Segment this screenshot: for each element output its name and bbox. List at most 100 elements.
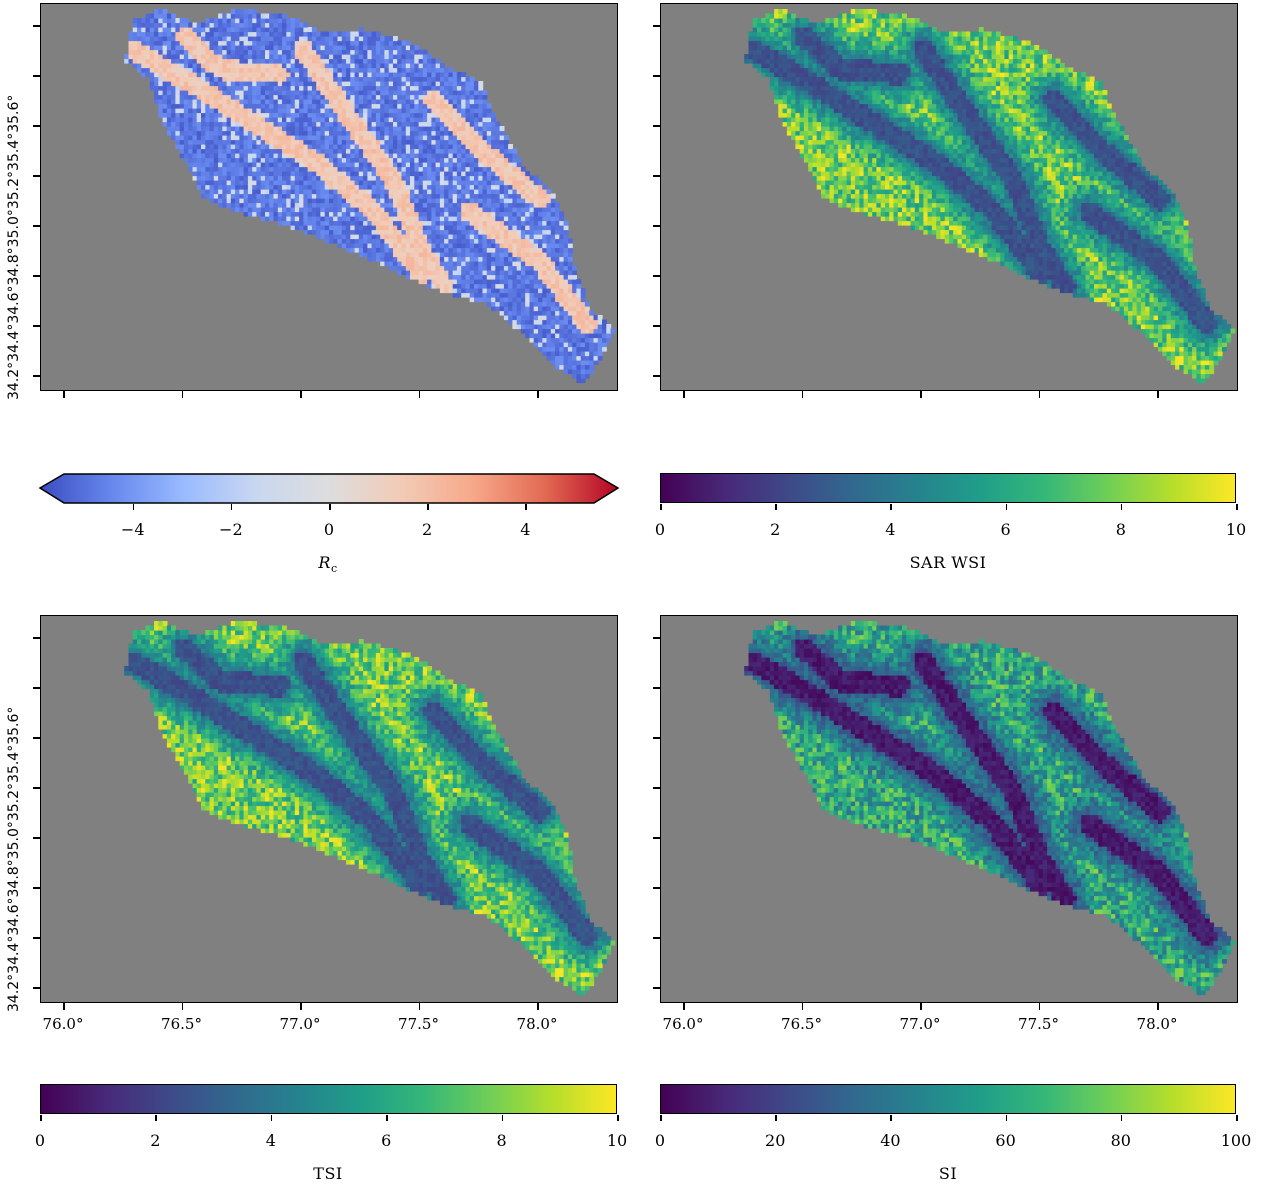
colorbar-tick (525, 504, 527, 510)
lat-tick (653, 937, 660, 939)
colorbar-tick-label: 6 (1000, 520, 1011, 539)
lon-tick (1157, 1003, 1159, 1010)
lon-tick (801, 1003, 803, 1010)
lon-tick (537, 1003, 539, 1010)
colorbar-tick (501, 1115, 504, 1121)
lat-tick (653, 225, 660, 227)
lat-tick (33, 837, 40, 839)
lon-label: 78.0° (516, 1015, 558, 1033)
colorbar-tick-label: 0 (323, 520, 335, 539)
lat-tick (653, 787, 660, 789)
rc-map (124, 9, 616, 384)
lat-tick (33, 737, 40, 739)
colorbar-title-sar-wsi: SAR WSI (909, 553, 987, 572)
lon-label: 76.0° (42, 1015, 84, 1033)
colorbar-si (660, 1084, 1236, 1114)
lat-tick (33, 25, 40, 27)
colorbar-tick-label: −4 (120, 520, 145, 539)
colorbar-tick (427, 504, 429, 510)
colorbar-rc (38, 473, 620, 504)
lat-tick (653, 275, 660, 277)
lon-label: 77.5° (1018, 1015, 1059, 1033)
colorbar-tick (1120, 1115, 1123, 1121)
lat-tick (653, 75, 660, 77)
colorbar-tick-label: 0 (654, 520, 666, 539)
lon-label: 76.5° (781, 1015, 822, 1033)
colorbar-tick-label: 2 (770, 520, 781, 539)
lat-tick (653, 375, 660, 377)
colorbar-tick (270, 1115, 273, 1121)
lon-tick (300, 391, 302, 398)
lat-labels-top: 34.2°34.4°34.6°34.8°35.0°35.2°35.4°35.6° (6, 94, 22, 400)
lat-labels-bottom: 34.2°34.4°34.6°34.8°35.0°35.2°35.4°35.6° (6, 706, 22, 1012)
lat-tick (653, 175, 660, 177)
colorbar-tick (155, 1115, 157, 1121)
colorbar-tick-label: 80 (1110, 1131, 1131, 1150)
lon-label: 77.0° (899, 1015, 941, 1033)
lon-label: 77.0° (279, 1015, 321, 1033)
colorbar-tick (1236, 504, 1238, 510)
colorbar-tick-label: −2 (219, 520, 243, 539)
lon-tick (418, 391, 420, 398)
colorbar-title-tsi: TSI (313, 1164, 343, 1183)
lat-tick (33, 325, 40, 327)
lat-tick (33, 887, 40, 889)
colorbar-tick (775, 1115, 777, 1121)
lat-tick (33, 275, 40, 277)
lon-tick (537, 391, 539, 398)
colorbar-tick (329, 504, 331, 510)
colorbar-tick (660, 504, 662, 510)
colorbar-tsi (40, 1084, 617, 1114)
colorbar-tick-label: 20 (765, 1131, 786, 1150)
lon-tick (418, 1003, 420, 1010)
colorbar-tick (890, 1115, 892, 1121)
lon-label: 76.0° (662, 1015, 704, 1033)
colorbar-tick (1005, 1115, 1008, 1121)
colorbar-tick (1005, 504, 1008, 510)
lat-tick (33, 937, 40, 939)
colorbar-tick-label: 2 (150, 1131, 161, 1150)
colorbar-sar-wsi (660, 473, 1236, 503)
lat-tick (33, 375, 40, 377)
lon-tick (801, 391, 803, 398)
colorbar-title-rc: Rc (318, 553, 338, 576)
rc-colorbar-body (38, 473, 620, 504)
lon-tick (63, 391, 65, 398)
colorbar-tick-label: 60 (995, 1131, 1016, 1150)
lat-tick (653, 325, 660, 327)
lat-tick (653, 125, 660, 127)
colorbar-tick-label: 4 (265, 1131, 276, 1150)
lat-tick (653, 637, 660, 639)
sar-wsi-map (744, 9, 1236, 384)
colorbar-tick (890, 504, 892, 510)
colorbar-tick-label: 40 (880, 1131, 901, 1150)
lon-tick (181, 391, 183, 398)
lon-tick (300, 1003, 302, 1010)
colorbar-tick (132, 504, 135, 510)
lat-tick (653, 987, 660, 989)
map-panel-si (660, 615, 1238, 1003)
lat-tick (653, 837, 660, 839)
lat-tick (33, 125, 40, 127)
tsi-map (124, 621, 616, 996)
lon-tick (683, 1003, 685, 1010)
colorbar-tick (775, 504, 777, 510)
colorbar-tick (1120, 504, 1123, 510)
si-map (744, 621, 1236, 996)
lat-tick (33, 75, 40, 77)
colorbar-tick (660, 1115, 662, 1121)
lat-tick (653, 737, 660, 739)
lon-tick (920, 391, 922, 398)
lat-tick (33, 225, 40, 227)
map-panel-tsi (40, 615, 618, 1003)
colorbar-tick-label: 0 (34, 1131, 46, 1150)
lat-tick (33, 987, 40, 989)
colorbar-tick-label: 2 (422, 520, 433, 539)
lat-tick (33, 637, 40, 639)
colorbar-tick-label: 8 (1115, 520, 1126, 539)
colorbar-tick-label: 4 (520, 520, 531, 539)
colorbar-tick-label: 4 (885, 520, 896, 539)
lon-tick (63, 1003, 65, 1010)
lon-tick (920, 1003, 922, 1010)
lat-tick (653, 25, 660, 27)
